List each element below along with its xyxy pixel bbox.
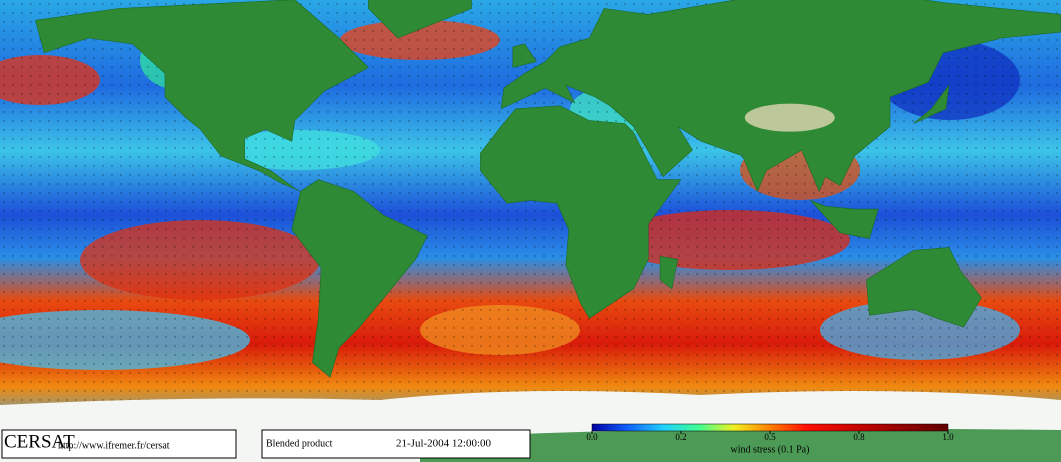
colorbar-tick-label: 0.8 [853,432,865,442]
brand: CERSAT [4,431,75,452]
continent [35,0,369,192]
continent [291,179,428,378]
continent [659,255,679,290]
date: 21-Jul-2004 12:00:00 [396,438,492,450]
plateau [744,103,835,132]
colorbar-tick-label: 0.0 [586,432,598,442]
colorbar-label: wind stress (0.1 Pa) [731,444,810,455]
product-box [261,429,531,459]
brand-box [1,429,237,459]
continent [480,105,682,319]
colorbar-tick-label: 0.5 [764,432,776,442]
colorbar-tick-label: 1.0 [942,432,954,442]
product: Blended product [266,438,333,449]
continent [512,43,537,68]
continent [866,247,982,328]
continent [913,84,950,124]
colorbar [591,423,949,432]
continent [810,200,879,239]
colorbar-tick-label: 0.2 [675,432,686,442]
antarctica-land [420,428,1061,462]
continent [500,0,1061,193]
land [35,0,1061,378]
url: http://www.ifremer.fr/cersat [58,440,170,451]
continent [368,0,472,39]
